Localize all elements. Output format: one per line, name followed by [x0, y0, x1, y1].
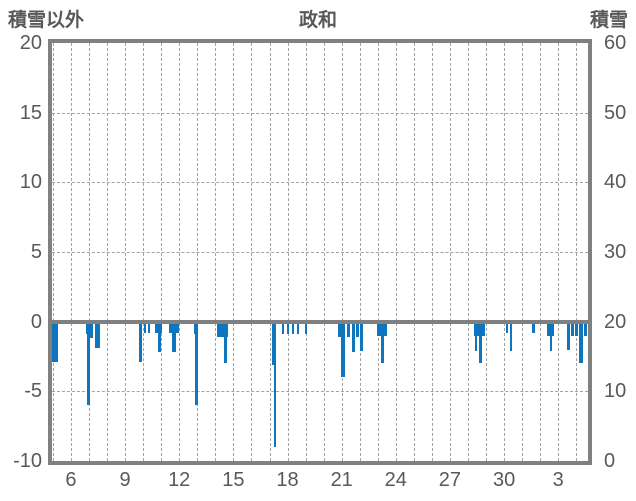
right-ytick-label: 50	[604, 101, 627, 124]
plot-inner	[52, 43, 588, 461]
right-ytick-label: 20	[604, 310, 627, 333]
precip-bar	[85, 321, 88, 335]
x-tick-label: 6	[65, 469, 77, 491]
precip-bar	[291, 321, 294, 335]
value-gridline	[52, 112, 588, 114]
precip-bar	[281, 321, 285, 335]
right-axis-title: 積雪	[589, 10, 628, 31]
zero-baseline	[52, 319, 588, 324]
left-axis-title: 積雪以外	[8, 10, 85, 31]
x-tick-label: 24	[384, 469, 407, 491]
chart-title: 政和	[298, 10, 337, 31]
x-tick-label: 15	[222, 469, 245, 491]
value-gridline	[52, 182, 588, 184]
left-ytick-label: 5	[30, 241, 42, 263]
precip-bar	[223, 321, 228, 364]
precip-bar	[157, 321, 161, 353]
precip-bar	[567, 321, 570, 350]
precip-bar	[172, 321, 176, 353]
left-ytick-label: 20	[19, 32, 42, 54]
precip-bar	[95, 321, 101, 349]
right-ytick-label: 60	[604, 32, 627, 54]
precip-bar	[341, 321, 346, 378]
plot-area	[48, 39, 592, 465]
precip-bar	[144, 321, 147, 333]
precip-bar	[356, 321, 360, 337]
x-tick-label: 18	[276, 469, 299, 491]
precip-bar	[532, 321, 535, 333]
precip-bar	[147, 321, 150, 333]
precip-bar	[274, 321, 277, 448]
precip-bar	[479, 321, 483, 364]
x-tick-label: 27	[438, 469, 462, 491]
precip-bar	[296, 321, 299, 335]
x-tick-label: 9	[119, 469, 131, 491]
precip-bar	[286, 321, 290, 335]
precip-bar	[271, 321, 275, 365]
precip-bar	[505, 321, 508, 333]
value-gridline	[52, 391, 588, 393]
x-tick-label: 30	[492, 469, 516, 491]
right-ytick-label: 30	[604, 241, 627, 263]
left-ytick-label: 0	[30, 310, 42, 333]
right-ytick-label: 10	[604, 380, 627, 403]
precip-bar	[571, 321, 574, 336]
precip-bar	[549, 321, 553, 351]
right-ytick-label: 0	[604, 450, 616, 472]
precip-bar	[360, 321, 364, 351]
left-ytick-label: -5	[24, 380, 42, 403]
precip-bar	[351, 321, 355, 353]
precip-bar	[193, 321, 196, 335]
precip-bar	[381, 321, 384, 364]
precip-bar	[90, 321, 94, 339]
precip-bar	[509, 321, 513, 351]
precip-bar	[347, 321, 351, 337]
precip-bar	[195, 321, 198, 406]
x-tick-label: 3	[552, 469, 564, 491]
precip-bar	[474, 321, 478, 351]
left-ytick-label: 10	[19, 171, 42, 194]
precip-bar	[87, 321, 91, 406]
left-ytick-label: 15	[19, 101, 42, 124]
precip-bar	[217, 321, 228, 337]
right-ytick-label: 40	[604, 171, 627, 194]
precip-bar	[338, 321, 342, 337]
precip-bar	[304, 321, 308, 335]
precip-bar	[138, 321, 143, 363]
precip-bar	[575, 321, 578, 336]
left-ytick-label: -10	[13, 450, 42, 472]
x-tick-label: 12	[168, 469, 191, 491]
precip-bar	[584, 321, 587, 336]
precip-bar	[52, 321, 58, 363]
value-gridline	[52, 252, 588, 253]
precip-bar	[579, 321, 584, 364]
x-tick-label: 21	[330, 469, 353, 491]
